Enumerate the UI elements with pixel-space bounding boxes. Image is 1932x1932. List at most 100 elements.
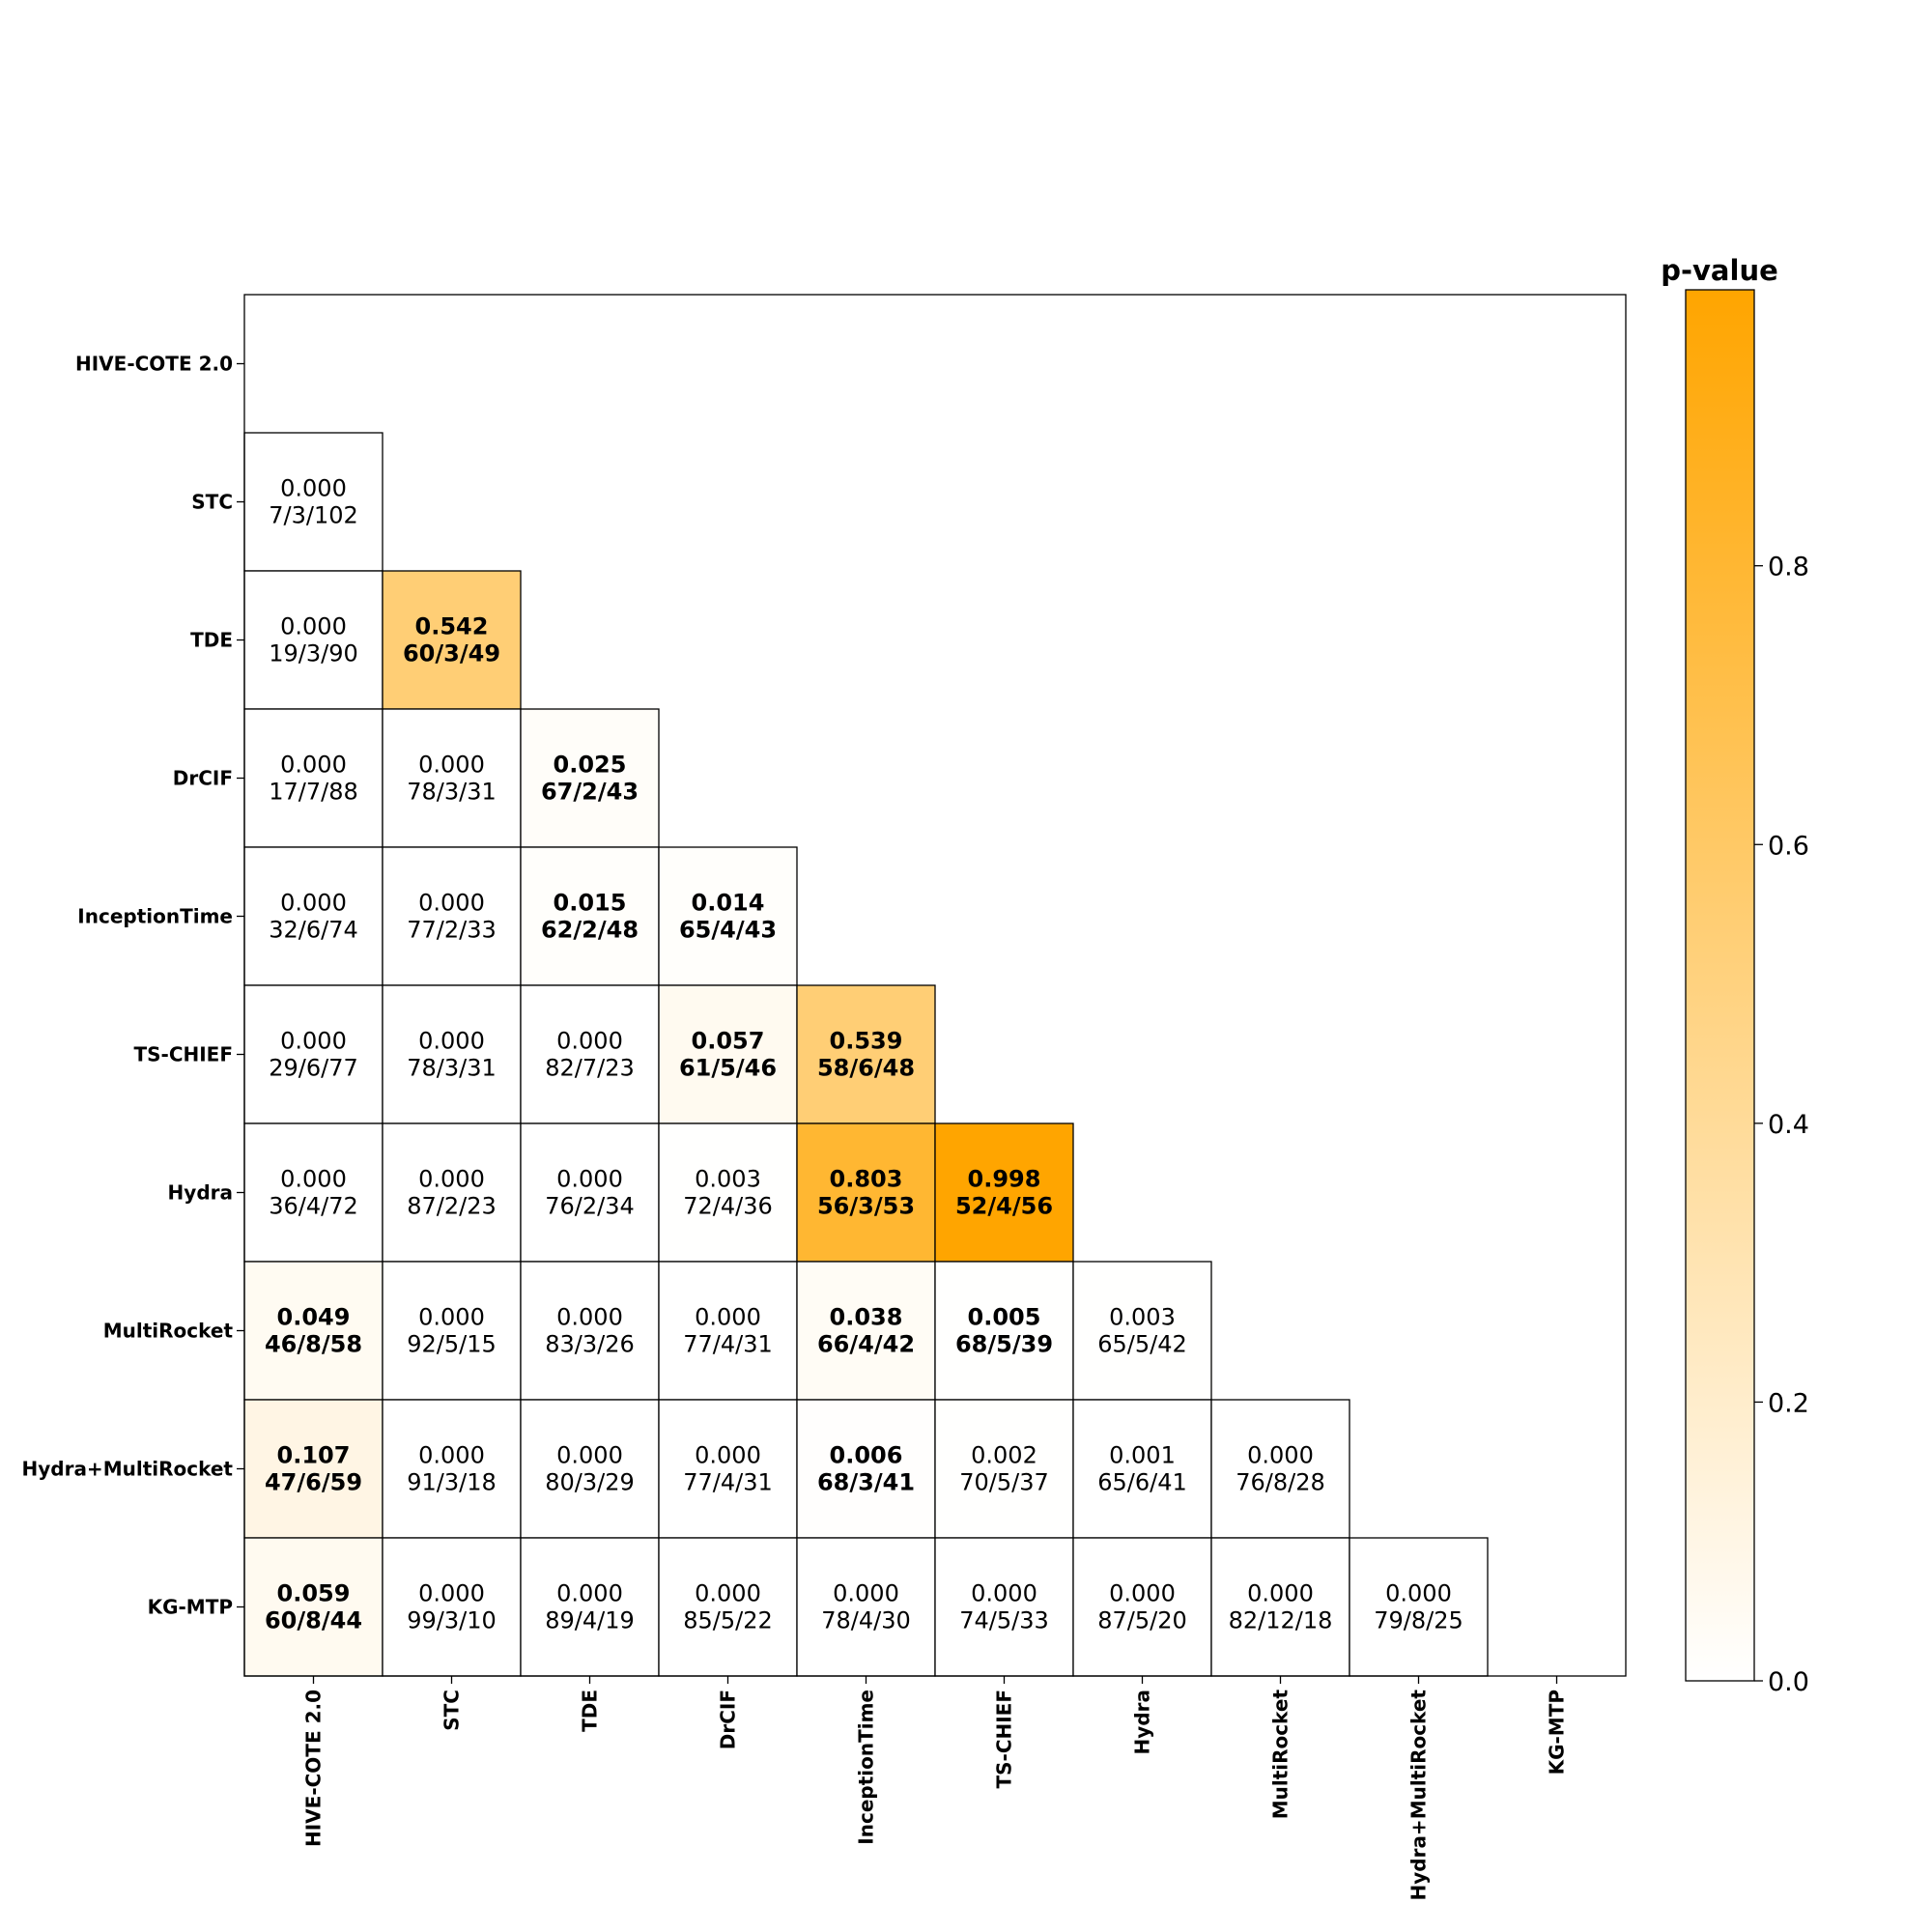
- cell-win-draw-loss: 65/5/42: [1097, 1331, 1187, 1358]
- colorbar-tick-label: 0.2: [1768, 1388, 1809, 1418]
- cell-p-value: 0.000: [418, 1442, 485, 1469]
- cell-p-value: 0.025: [554, 752, 627, 779]
- cell-p-value: 0.000: [280, 1028, 347, 1055]
- cell-rect: [520, 708, 660, 848]
- row-label-kg-mtp: KG-MTP: [148, 1596, 233, 1619]
- cell-rect: [382, 708, 522, 848]
- cell-p-value: 0.000: [280, 752, 347, 779]
- colorbar-gradient: [1685, 289, 1755, 1682]
- cell-win-draw-loss: 89/4/19: [545, 1607, 635, 1634]
- cell-p-value: 0.000: [1247, 1442, 1314, 1469]
- cell-rect: [658, 984, 798, 1124]
- cell-win-draw-loss: 65/6/41: [1097, 1469, 1187, 1496]
- cell-win-draw-loss: 76/2/34: [545, 1193, 635, 1220]
- colorbar: p-value 0.0 0.2 0.4 0.6 0.8: [1661, 254, 1809, 1697]
- cell-rect: [382, 1261, 522, 1401]
- cell-rect: [243, 708, 384, 848]
- cell-win-draw-loss: 99/3/10: [407, 1607, 497, 1634]
- colorbar-title: p-value: [1661, 254, 1778, 287]
- cell-rect: [658, 846, 798, 986]
- row-label-hydra-multirocket: Hydra+MultiRocket: [21, 1458, 233, 1481]
- cell-rect: [934, 1261, 1074, 1401]
- row-label-inceptiontime: InceptionTime: [77, 905, 233, 928]
- column-labels: HIVE-COTE 2.0 STC TDE DrCIF InceptionTime TS-…: [302, 1676, 1569, 1901]
- cell-win-draw-loss: 85/5/22: [683, 1607, 773, 1634]
- column-label-kg-mtp: KG-MTP: [1546, 1690, 1569, 1775]
- cell-rect: [243, 1399, 384, 1539]
- cell-win-draw-loss: 82/12/18: [1229, 1607, 1333, 1634]
- cell-p-value: 0.000: [1385, 1580, 1452, 1607]
- cell-win-draw-loss: 68/5/39: [955, 1331, 1053, 1358]
- cell-p-value: 0.000: [280, 475, 347, 502]
- cell-p-value: 0.000: [695, 1580, 761, 1607]
- column-label-hydra-multirocket: Hydra+MultiRocket: [1407, 1690, 1431, 1901]
- heatmap-cells: 0.0007/3/1020.00019/3/900.54260/3/490.00…: [243, 432, 1489, 1677]
- cell-win-draw-loss: 62/2/48: [541, 917, 639, 944]
- cell-win-draw-loss: 78/3/31: [407, 779, 497, 806]
- column-label-stc: STC: [440, 1690, 464, 1731]
- column-label-inceptiontime: InceptionTime: [855, 1690, 878, 1845]
- cell-rect: [243, 1261, 384, 1401]
- plot-frame: [243, 294, 1627, 1677]
- row-label-hydra: Hydra: [168, 1181, 233, 1205]
- cell-p-value: 0.000: [556, 1304, 623, 1331]
- cell-rect: [382, 1537, 522, 1677]
- cell-win-draw-loss: 19/3/90: [269, 640, 358, 668]
- colorbar-ticks: 0.0 0.2 0.4 0.6 0.8: [1754, 553, 1809, 1697]
- column-label-drcif: DrCIF: [717, 1690, 740, 1749]
- colorbar-tick-label: 0.6: [1768, 831, 1809, 861]
- cell-p-value: 0.542: [415, 613, 489, 640]
- cell-p-value: 0.107: [277, 1442, 351, 1469]
- row-label-stc: STC: [191, 491, 233, 514]
- cell-win-draw-loss: 77/4/31: [683, 1469, 773, 1496]
- cell-win-draw-loss: 87/5/20: [1097, 1607, 1187, 1634]
- cell-p-value: 0.006: [830, 1442, 903, 1469]
- row-label-drcif: DrCIF: [173, 767, 233, 790]
- cell-rect: [382, 570, 522, 710]
- cell-rect: [796, 1122, 936, 1263]
- cell-p-value: 0.000: [556, 1166, 623, 1193]
- cell-p-value: 0.002: [971, 1442, 1037, 1469]
- colorbar-tick-label: 0.4: [1768, 1110, 1809, 1140]
- cell-win-draw-loss: 77/2/33: [407, 917, 497, 944]
- cell-win-draw-loss: 29/6/77: [269, 1055, 358, 1082]
- cell-win-draw-loss: 60/8/44: [265, 1607, 362, 1634]
- cell-rect: [1210, 1399, 1350, 1539]
- cell-rect: [658, 1122, 798, 1263]
- row-label-multirocket: MultiRocket: [103, 1320, 234, 1343]
- cell-win-draw-loss: 36/4/72: [269, 1193, 358, 1220]
- cell-win-draw-loss: 68/3/41: [817, 1469, 915, 1496]
- cell-p-value: 0.049: [277, 1304, 351, 1331]
- cell-rect: [382, 1122, 522, 1263]
- cell-p-value: 0.000: [695, 1304, 761, 1331]
- cell-win-draw-loss: 47/6/59: [265, 1469, 362, 1496]
- cell-rect: [243, 1537, 384, 1677]
- row-label-ts-chief: TS-CHIEF: [133, 1043, 233, 1066]
- cell-p-value: 0.005: [968, 1304, 1041, 1331]
- cell-rect: [1072, 1261, 1212, 1401]
- cell-win-draw-loss: 82/7/23: [545, 1055, 635, 1082]
- cell-p-value: 0.000: [418, 752, 485, 779]
